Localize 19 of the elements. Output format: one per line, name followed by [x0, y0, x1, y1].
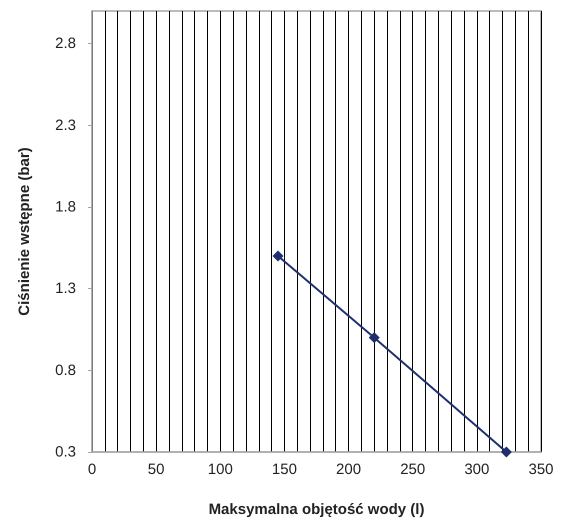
y-axis-title: Ciśnienie wstępne (bar): [16, 147, 33, 316]
x-tick-label: 100: [208, 461, 233, 478]
point: [368, 332, 380, 344]
y-tick-label: 2.8: [55, 35, 76, 52]
x-tick-label: 250: [400, 461, 426, 478]
y-tick-label: 0.8: [55, 362, 76, 379]
x-tick-label: 300: [464, 461, 490, 478]
x-tick-label: 350: [528, 461, 554, 478]
y-tick-label: 2.3: [55, 116, 76, 134]
y-tick-label: 1.8: [55, 198, 76, 216]
x-axis-title: Maksymalna objętość wody (l): [208, 501, 424, 518]
y-tick-label: 1.3: [55, 280, 76, 298]
point: [500, 446, 512, 458]
x-tick-label: 0: [88, 461, 96, 478]
x-tick-label: 50: [148, 461, 164, 478]
x-tick-label: 200: [336, 461, 362, 478]
x-tick-label: 150: [272, 461, 297, 478]
y-tick-label: 0.3: [55, 444, 76, 460]
point: [272, 250, 284, 262]
